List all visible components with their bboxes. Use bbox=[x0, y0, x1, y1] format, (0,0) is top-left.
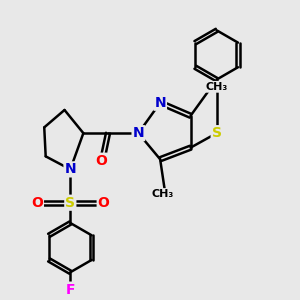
Text: F: F bbox=[66, 283, 75, 297]
Text: CH₃: CH₃ bbox=[152, 189, 174, 199]
Text: N: N bbox=[133, 126, 144, 140]
Text: O: O bbox=[31, 196, 43, 210]
Text: N: N bbox=[64, 162, 76, 176]
Text: S: S bbox=[212, 126, 222, 140]
Text: S: S bbox=[65, 196, 75, 210]
Text: O: O bbox=[95, 154, 107, 168]
Text: CH₃: CH₃ bbox=[206, 82, 228, 92]
Text: N: N bbox=[154, 96, 166, 110]
Text: O: O bbox=[98, 196, 109, 210]
